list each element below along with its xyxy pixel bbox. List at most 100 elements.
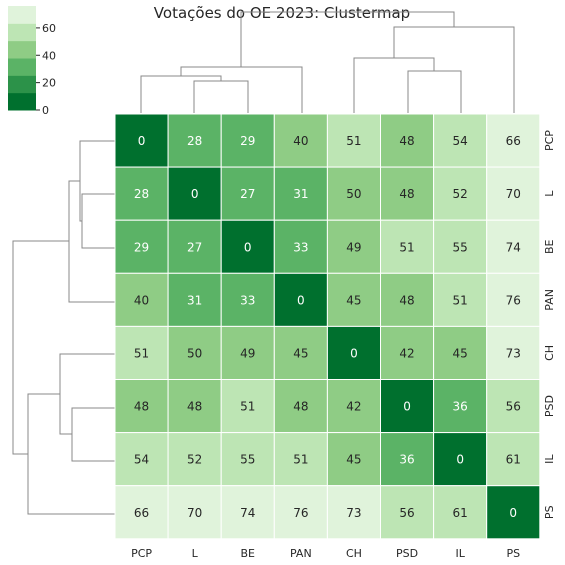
- cell-value-label: 51: [399, 240, 414, 254]
- row-tick-label: PS: [543, 505, 556, 519]
- colorbar: 0 20 40 60: [8, 6, 56, 117]
- colorbar-segment: [8, 58, 36, 76]
- column-tick-label: PAN: [290, 547, 312, 560]
- col-dendro-link: [240, 11, 455, 67]
- column-tick-label: IL: [455, 547, 465, 560]
- cell-value-label: 56: [506, 400, 521, 414]
- cell-value-label: 55: [240, 453, 255, 467]
- cell-value-label: 45: [453, 346, 468, 360]
- cell-value-label: 48: [399, 187, 414, 201]
- heatmap-cell: [486, 272, 541, 327]
- col-dendro-link: [180, 66, 303, 113]
- cell-value-label: 51: [346, 134, 361, 148]
- row-dendro-link: [12, 240, 69, 455]
- cell-value-label: 54: [134, 453, 149, 467]
- column-dendrogram: [140, 11, 515, 113]
- cell-value-label: 31: [293, 187, 308, 201]
- row-tick-label: CH: [543, 345, 556, 361]
- heatmap-cell: [486, 325, 541, 380]
- cell-value-label: 0: [509, 506, 517, 520]
- column-tick-label: CH: [346, 547, 362, 560]
- heatmap-cell: [167, 379, 222, 434]
- heatmap-cell: [273, 272, 328, 327]
- cell-value-label: 51: [134, 346, 149, 360]
- cell-value-label: 49: [346, 240, 361, 254]
- heatmap-cell: [486, 113, 541, 168]
- heatmap-cell: [486, 219, 541, 274]
- heatmap-cell: [167, 432, 222, 487]
- heatmap-cell: [433, 113, 488, 168]
- cell-value-label: 36: [399, 453, 414, 467]
- cell-value-label: 52: [453, 187, 468, 201]
- heatmap-cell: [114, 432, 169, 487]
- row-dendro-link: [68, 180, 115, 303]
- cell-value-label: 28: [187, 134, 202, 148]
- cell-value-label: 0: [138, 134, 146, 148]
- cell-value-label: 51: [293, 453, 308, 467]
- heatmap-cell: [433, 432, 488, 487]
- row-dendro-link: [71, 407, 115, 462]
- cell-value-label: 36: [453, 400, 468, 414]
- heatmap-cell: [326, 379, 381, 434]
- heatmap-cell: [114, 219, 169, 274]
- cell-value-label: 50: [346, 187, 361, 201]
- cell-value-label: 73: [346, 506, 361, 520]
- cell-value-label: 55: [453, 240, 468, 254]
- chart-title: Votações do OE 2023: Clustermap: [154, 4, 410, 22]
- row-tick-label: PCP: [543, 130, 556, 151]
- heatmap-cell: [486, 485, 541, 540]
- heatmap-cell: [220, 272, 275, 327]
- heatmap-cell: [114, 325, 169, 380]
- row-dendro-link: [79, 140, 115, 222]
- cell-value-label: 28: [134, 187, 149, 201]
- column-tick-label: L: [192, 547, 199, 560]
- heatmap-cell: [220, 166, 275, 221]
- cell-value-label: 51: [240, 400, 255, 414]
- heatmap-cell: [273, 113, 328, 168]
- row-tick-label: L: [543, 190, 556, 197]
- row-tick-label: BE: [543, 239, 556, 254]
- cell-value-label: 27: [187, 240, 202, 254]
- heatmap-cell: [380, 325, 435, 380]
- cell-value-label: 48: [134, 400, 149, 414]
- cell-value-label: 66: [134, 506, 149, 520]
- cell-value-label: 29: [134, 240, 149, 254]
- column-tick-label: BE: [241, 547, 256, 560]
- row-dendro-link: [59, 353, 115, 435]
- col-dendro-link: [353, 57, 435, 113]
- heatmap-cell: [220, 432, 275, 487]
- cell-value-label: 27: [240, 187, 255, 201]
- colorbar-segment: [8, 92, 36, 111]
- cell-value-label: 33: [293, 240, 308, 254]
- colorbar-segment: [8, 75, 36, 94]
- heatmap-cell: [380, 485, 435, 540]
- row-tick-labels: PCP L BE PAN CH PSD IL PS: [543, 130, 556, 519]
- cell-value-label: 74: [240, 506, 255, 520]
- cell-value-label: 40: [134, 293, 149, 307]
- heatmap-cell: [486, 166, 541, 221]
- cell-value-label: 0: [403, 400, 411, 414]
- cell-value-label: 42: [399, 346, 414, 360]
- cell-value-label: 40: [293, 134, 308, 148]
- heatmap-cell: [380, 272, 435, 327]
- heatmap-cell: [167, 219, 222, 274]
- cell-value-label: 70: [187, 506, 202, 520]
- cell-value-label: 49: [240, 346, 255, 360]
- heatmap-cell: [326, 325, 381, 380]
- cell-value-label: 54: [453, 134, 468, 148]
- cell-value-label: 48: [187, 400, 202, 414]
- cell-value-label: 70: [506, 187, 521, 201]
- cell-value-label: 73: [506, 346, 521, 360]
- colorbar-tick-label: 40: [42, 49, 56, 62]
- cell-value-label: 56: [399, 506, 414, 520]
- heatmap-cell: [220, 379, 275, 434]
- colorbar-segment: [8, 40, 36, 59]
- cell-value-label: 50: [187, 346, 202, 360]
- heatmap-cell: [486, 432, 541, 487]
- heatmap-cell: [326, 485, 381, 540]
- colorbar-tick-label: 20: [42, 77, 56, 90]
- row-tick-label: PSD: [543, 395, 556, 417]
- cell-value-label: 0: [191, 187, 199, 201]
- heatmap-cell: [273, 325, 328, 380]
